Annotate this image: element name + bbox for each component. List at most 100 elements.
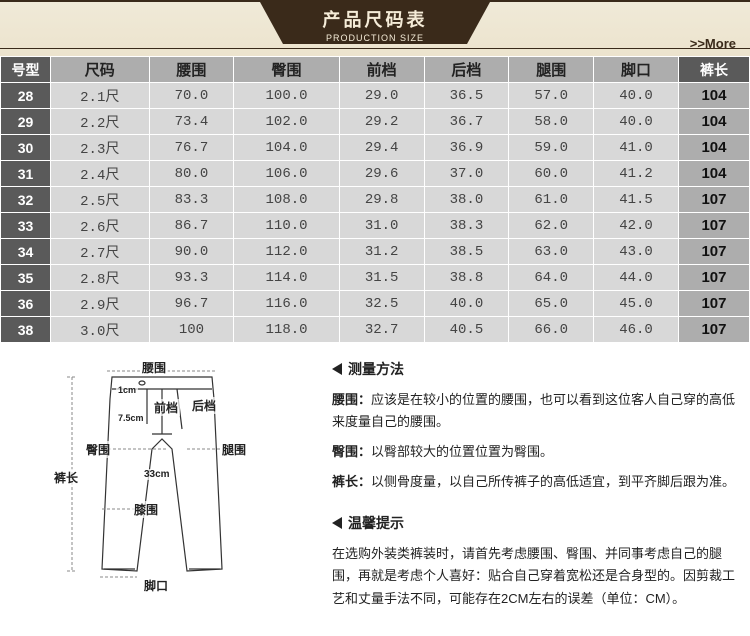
data-cell: 43.0	[594, 239, 679, 265]
bottom-section: 腰围 前档 后档 臀围 腿围 裤长 膝围 脚口 7.5cm 1cm 33cm 测…	[0, 343, 750, 626]
size-cell: 30	[1, 135, 51, 161]
data-cell: 2.7尺	[51, 239, 150, 265]
data-cell: 63.0	[509, 239, 594, 265]
len-cell: 104	[678, 83, 749, 109]
arrow-icon	[332, 363, 342, 375]
size-cell: 38	[1, 317, 51, 343]
data-cell: 36.7	[424, 109, 509, 135]
len-cell: 107	[678, 265, 749, 291]
data-cell: 93.3	[149, 265, 234, 291]
data-cell: 70.0	[149, 83, 234, 109]
size-cell: 35	[1, 265, 51, 291]
banner-divider	[0, 48, 750, 49]
diagram-cm33: 33cm	[142, 469, 172, 480]
diagram-cm7: 7.5cm	[116, 413, 146, 423]
data-cell: 2.9尺	[51, 291, 150, 317]
len-cell: 104	[678, 161, 749, 187]
col-head: 臀围	[234, 57, 339, 83]
data-cell: 36.9	[424, 135, 509, 161]
data-cell: 96.7	[149, 291, 234, 317]
size-cell: 34	[1, 239, 51, 265]
data-cell: 29.6	[339, 161, 424, 187]
len-cell: 107	[678, 291, 749, 317]
data-cell: 32.5	[339, 291, 424, 317]
size-cell: 32	[1, 187, 51, 213]
col-head: 后档	[424, 57, 509, 83]
data-cell: 73.4	[149, 109, 234, 135]
col-head: 脚口	[594, 57, 679, 83]
table-row: 352.8尺93.3114.031.538.864.044.0107	[1, 265, 750, 291]
size-table: 号型 尺码 腰围 臀围 前档 后档 腿围 脚口 裤长 282.1尺70.0100…	[0, 56, 750, 343]
data-cell: 29.2	[339, 109, 424, 135]
data-cell: 40.5	[424, 317, 509, 343]
table-row: 292.2尺73.4102.029.236.758.040.0104	[1, 109, 750, 135]
table-row: 322.5尺83.3108.029.838.061.041.5107	[1, 187, 750, 213]
table-row: 312.4尺80.0106.029.637.060.041.2104	[1, 161, 750, 187]
table-row: 302.3尺76.7104.029.436.959.041.0104	[1, 135, 750, 161]
size-cell: 31	[1, 161, 51, 187]
data-cell: 58.0	[509, 109, 594, 135]
len-cell: 107	[678, 239, 749, 265]
diagram-label-knee: 膝围	[132, 501, 160, 518]
corner-cell: 号型	[1, 57, 51, 83]
data-cell: 104.0	[234, 135, 339, 161]
diagram-cm1: 1cm	[116, 385, 138, 395]
data-cell: 2.3尺	[51, 135, 150, 161]
size-cell: 36	[1, 291, 51, 317]
data-cell: 32.7	[339, 317, 424, 343]
data-cell: 66.0	[509, 317, 594, 343]
tips-title: 温馨提示	[332, 513, 738, 533]
len-cell: 104	[678, 109, 749, 135]
method-waist: 腰围：应该是在较小的位置的腰围，也可以看到这位客人自己穿的高低来度量自己的腰围。	[332, 389, 738, 433]
col-head: 前档	[339, 57, 424, 83]
banner: 产品尺码表 PRODUCTION SIZE >>More	[0, 0, 750, 56]
data-cell: 46.0	[594, 317, 679, 343]
data-cell: 2.8尺	[51, 265, 150, 291]
data-cell: 36.5	[424, 83, 509, 109]
diagram-label-thigh: 腿围	[220, 441, 248, 458]
data-cell: 116.0	[234, 291, 339, 317]
data-cell: 90.0	[149, 239, 234, 265]
data-cell: 62.0	[509, 213, 594, 239]
data-cell: 57.0	[509, 83, 594, 109]
data-cell: 106.0	[234, 161, 339, 187]
table-header-row: 号型 尺码 腰围 臀围 前档 后档 腿围 脚口 裤长	[1, 57, 750, 83]
data-cell: 60.0	[509, 161, 594, 187]
data-cell: 3.0尺	[51, 317, 150, 343]
banner-title-cn: 产品尺码表	[260, 6, 490, 32]
data-cell: 83.3	[149, 187, 234, 213]
data-cell: 31.2	[339, 239, 424, 265]
data-cell: 100	[149, 317, 234, 343]
diagram-label-hem: 脚口	[142, 577, 170, 594]
data-cell: 40.0	[594, 83, 679, 109]
data-cell: 41.5	[594, 187, 679, 213]
len-cell: 107	[678, 317, 749, 343]
method-hip: 臀围：以臀部较大的位置位置为臀围。	[332, 441, 738, 463]
banner-plate: 产品尺码表 PRODUCTION SIZE	[260, 2, 490, 44]
diagram-label-front: 前档	[152, 399, 180, 416]
diagram-label-back: 后档	[190, 397, 218, 414]
col-head: 腿围	[509, 57, 594, 83]
data-cell: 42.0	[594, 213, 679, 239]
size-cell: 33	[1, 213, 51, 239]
arrow-icon	[332, 517, 342, 529]
table-row: 362.9尺96.7116.032.540.065.045.0107	[1, 291, 750, 317]
data-cell: 80.0	[149, 161, 234, 187]
len-cell: 107	[678, 213, 749, 239]
table-row: 342.7尺90.0112.031.238.563.043.0107	[1, 239, 750, 265]
data-cell: 45.0	[594, 291, 679, 317]
data-cell: 118.0	[234, 317, 339, 343]
method-len: 裤长：以侧骨度量，以自己所传裤子的高低适宜，到平齐脚后跟为准。	[332, 471, 738, 493]
data-cell: 112.0	[234, 239, 339, 265]
table-row: 383.0尺100118.032.740.566.046.0107	[1, 317, 750, 343]
method-title: 测量方法	[332, 359, 738, 379]
data-cell: 59.0	[509, 135, 594, 161]
table-row: 332.6尺86.7110.031.038.362.042.0107	[1, 213, 750, 239]
col-head: 腰围	[149, 57, 234, 83]
info-panel: 测量方法 腰围：应该是在较小的位置的腰围，也可以看到这位客人自己穿的高低来度量自…	[312, 359, 738, 618]
data-cell: 31.5	[339, 265, 424, 291]
data-cell: 76.7	[149, 135, 234, 161]
more-link[interactable]: >>More	[690, 36, 736, 51]
len-cell: 104	[678, 135, 749, 161]
data-cell: 100.0	[234, 83, 339, 109]
